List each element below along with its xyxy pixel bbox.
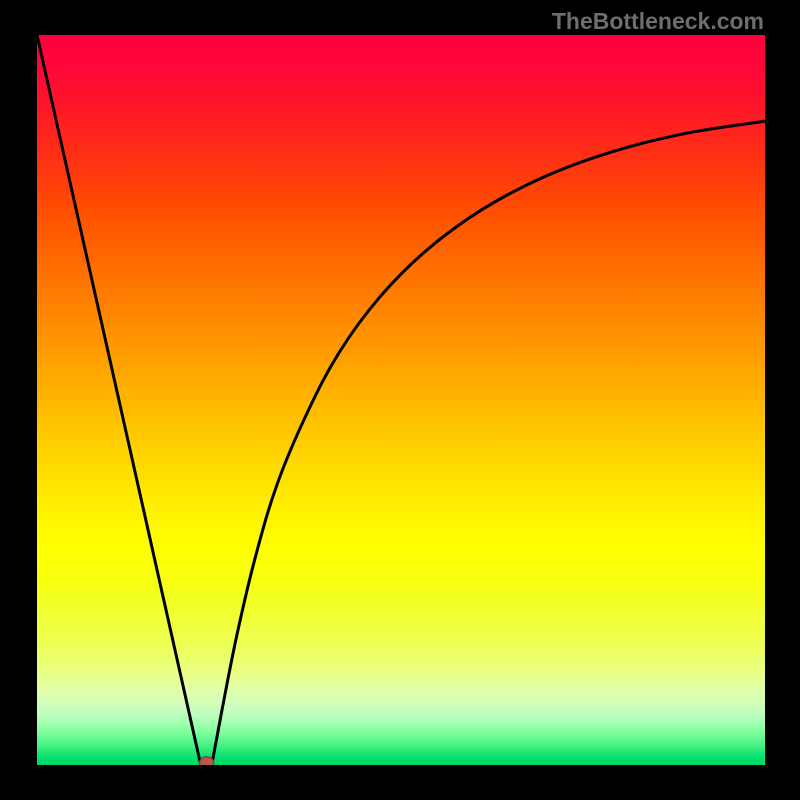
minimum-marker [200,757,214,765]
watermark-label: TheBottleneck.com [552,8,764,35]
figure-container: TheBottleneck.com [0,0,800,800]
chart-svg [37,35,765,765]
chart-plot-area [37,35,765,765]
chart-background [37,35,765,765]
